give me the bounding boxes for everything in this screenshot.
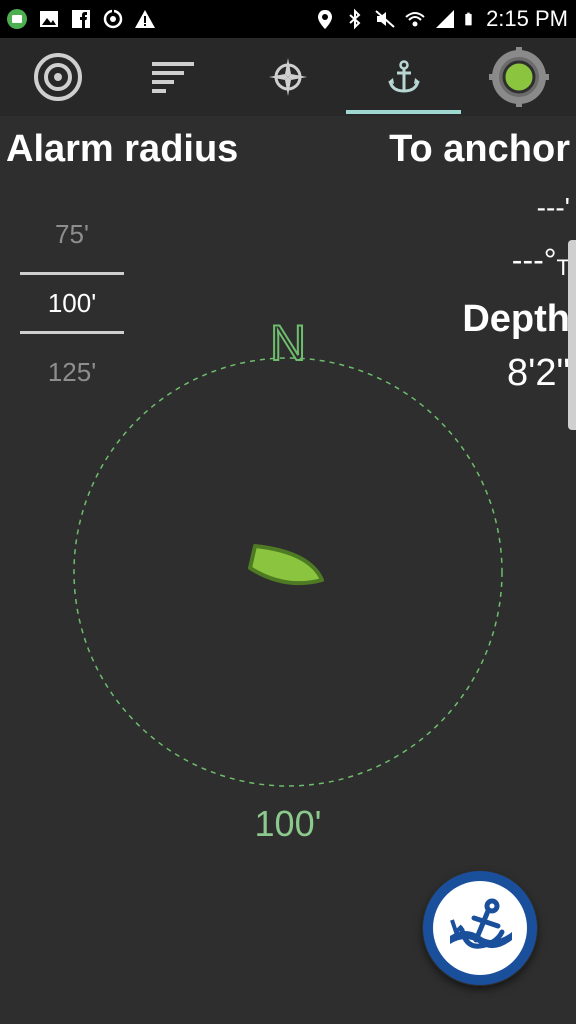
battery-icon bbox=[465, 12, 472, 26]
side-drawer-handle[interactable] bbox=[568, 240, 576, 430]
image-icon bbox=[40, 11, 58, 27]
radius-option-selected[interactable]: 100' bbox=[47, 288, 97, 318]
alarm-radius-title: Alarm radius bbox=[6, 128, 239, 170]
to-anchor-title: To anchor bbox=[389, 128, 570, 170]
status-left-icons bbox=[6, 5, 156, 33]
anchor-drop-icon bbox=[423, 871, 537, 985]
alarm-radius-circle bbox=[73, 357, 503, 787]
anchor-bearing: ---°T bbox=[512, 242, 570, 281]
status-right-icons: 2:15 PM bbox=[314, 5, 568, 33]
wifi-icon bbox=[405, 12, 425, 27]
drop-anchor-button[interactable] bbox=[422, 870, 538, 986]
target-icon bbox=[33, 53, 82, 101]
radius-label: 100' bbox=[255, 803, 322, 844]
compass-rose-icon bbox=[268, 58, 307, 96]
depth-label: Depth bbox=[462, 298, 570, 340]
boat-marker bbox=[248, 544, 324, 586]
bearing-reference: T bbox=[556, 255, 570, 280]
warning-icon bbox=[135, 10, 155, 28]
tab-anchor[interactable] bbox=[346, 38, 461, 116]
location-icon bbox=[318, 10, 333, 29]
status-time: 2:15 PM bbox=[486, 6, 568, 31]
north-label: N bbox=[270, 315, 306, 371]
tab-filter[interactable] bbox=[115, 38, 230, 116]
sort-icon bbox=[151, 62, 194, 93]
selected-tab-indicator bbox=[346, 110, 461, 114]
anchor-bearing-value: ---° bbox=[511, 242, 557, 278]
mute-icon bbox=[375, 10, 395, 28]
tab-radar[interactable] bbox=[0, 38, 115, 116]
tab-compass[interactable] bbox=[230, 38, 345, 116]
picker-divider-top bbox=[20, 272, 124, 275]
facebook-icon bbox=[72, 10, 90, 28]
picker-divider-bottom bbox=[20, 331, 124, 334]
anchor-icon bbox=[387, 60, 420, 93]
radius-option-prev[interactable]: 75' bbox=[55, 219, 89, 249]
status-bar: 2:15 PM bbox=[0, 0, 576, 38]
tab-status[interactable] bbox=[461, 38, 576, 116]
sync-icon bbox=[103, 9, 123, 29]
anchor-compass-display: N 100' bbox=[73, 314, 503, 844]
top-toolbar bbox=[0, 38, 576, 116]
signal-icon bbox=[436, 10, 455, 28]
alarm-radius-picker[interactable]: 75' 100' 125' bbox=[20, 210, 124, 396]
gear-status-icon bbox=[488, 47, 549, 107]
notification-app-icon bbox=[7, 9, 27, 29]
bluetooth-icon bbox=[349, 8, 361, 30]
anchor-distance: ---' bbox=[536, 192, 570, 223]
radius-option-next[interactable]: 125' bbox=[47, 357, 97, 387]
depth-value: 8'2" bbox=[506, 352, 570, 394]
